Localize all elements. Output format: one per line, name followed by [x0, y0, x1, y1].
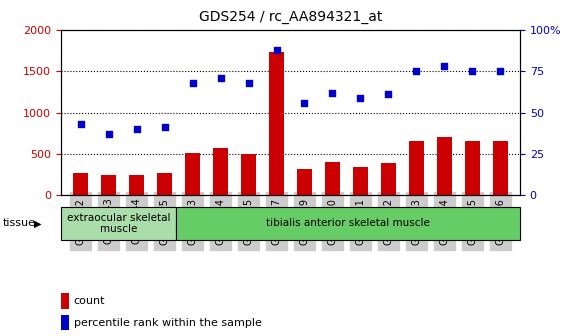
Point: [132, 126, 141, 132]
Bar: [353, 167, 368, 195]
Text: ▶: ▶: [34, 218, 41, 228]
Point: [468, 69, 477, 74]
Point: [216, 75, 225, 81]
Bar: [61, 207, 175, 240]
Point: [328, 90, 337, 95]
Text: percentile rank within the sample: percentile rank within the sample: [74, 318, 261, 328]
Bar: [297, 169, 312, 195]
Text: count: count: [74, 296, 105, 306]
Bar: [101, 175, 116, 195]
Bar: [325, 162, 340, 195]
Point: [188, 80, 197, 86]
Point: [496, 69, 505, 74]
Bar: [493, 141, 508, 195]
Bar: [129, 175, 144, 195]
Bar: [465, 140, 480, 195]
Point: [412, 69, 421, 74]
Bar: [409, 141, 424, 195]
Point: [384, 92, 393, 97]
Bar: [269, 52, 284, 195]
Text: tibialis anterior skeletal muscle: tibialis anterior skeletal muscle: [266, 218, 430, 228]
Bar: [381, 163, 396, 195]
Bar: [185, 153, 200, 195]
Text: tissue: tissue: [3, 218, 36, 228]
Point: [272, 47, 281, 53]
Bar: [157, 173, 172, 195]
Point: [160, 125, 169, 130]
Text: extraocular skeletal
muscle: extraocular skeletal muscle: [67, 213, 170, 234]
Bar: [213, 149, 228, 195]
Point: [104, 131, 113, 137]
Point: [356, 95, 365, 100]
Bar: [61, 293, 69, 308]
Point: [440, 64, 449, 69]
Bar: [241, 154, 256, 195]
Point: [244, 80, 253, 86]
Point: [300, 100, 309, 106]
Bar: [73, 173, 88, 195]
Bar: [437, 137, 452, 195]
Bar: [175, 207, 520, 240]
Bar: [61, 315, 69, 331]
Text: GDS254 / rc_AA894321_at: GDS254 / rc_AA894321_at: [199, 10, 382, 24]
Point: [76, 121, 85, 127]
